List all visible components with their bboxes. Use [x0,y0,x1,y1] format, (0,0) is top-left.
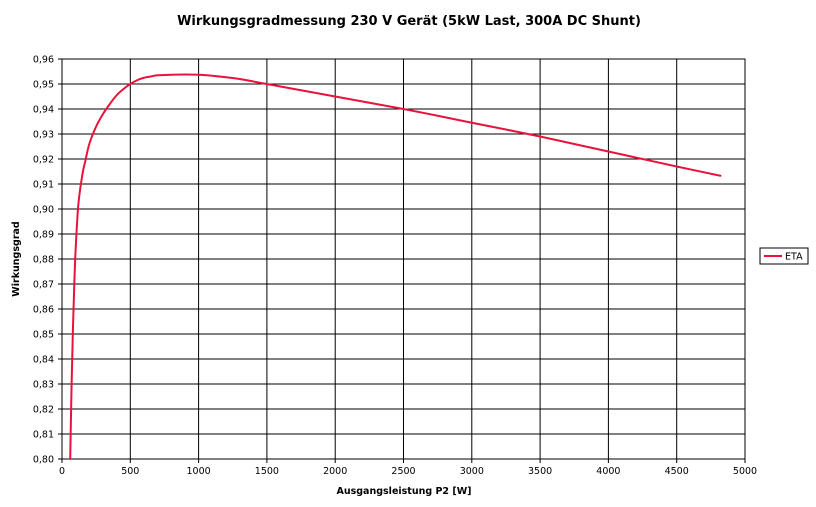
y-tick-label: 0,96 [33,55,54,66]
y-tick-label: 0,92 [33,155,54,166]
legend: ETA [759,247,809,265]
y-tick-label: 0,95 [33,80,54,91]
x-tick-label: 4000 [596,466,620,477]
x-tick-labels: 0 500 1000 1500 2000 2500 3000 3500 4000 4500 5000 [59,466,757,477]
x-axis-label: Ausgangsleistung P2 [W] [336,486,471,497]
series-line-eta [69,73,722,460]
y-tick-label: 0,84 [33,355,54,366]
y-axis-label: Wirkungsgrad [11,221,22,296]
x-tick-label: 2000 [323,466,347,477]
chart-title: Wirkungsgradmessung 230 V Gerät (5kW Las… [177,14,641,29]
y-tick-label: 0,90 [33,205,54,216]
y-tick-labels: 0,80 0,81 0,82 0,83 0,84 0,85 0,86 0,87 0,88 0,89… [33,55,54,466]
y-tick-label: 0,94 [33,105,54,116]
plot-area-frame [61,58,746,460]
y-tick-label: 0,86 [33,305,54,316]
x-tick-label: 4500 [665,466,689,477]
y-tick-label: 0,81 [33,430,54,441]
x-tick-label: 1000 [187,466,211,477]
grid [58,58,746,463]
x-tick-label: 2500 [391,466,415,477]
x-tick-label: 1500 [255,466,279,477]
y-tick-label: 0,83 [33,380,54,391]
legend-box [759,247,809,265]
x-tick-label: 3500 [528,466,552,477]
x-tick-label: 500 [121,466,139,477]
y-tick-label: 0,91 [33,180,54,191]
legend-label-eta: ETA [785,252,803,263]
x-tick-label: 0 [59,466,65,477]
y-tick-label: 0,93 [33,130,54,141]
y-tick-label: 0,88 [33,255,54,266]
y-tick-label: 0,85 [33,330,54,341]
x-tick-label: 3000 [460,466,484,477]
y-tick-label: 0,80 [33,455,54,466]
y-tick-label: 0,89 [33,230,54,241]
x-tick-label: 5000 [733,466,757,477]
y-tick-label: 0,82 [33,405,54,416]
y-tick-label: 0,87 [33,280,54,291]
